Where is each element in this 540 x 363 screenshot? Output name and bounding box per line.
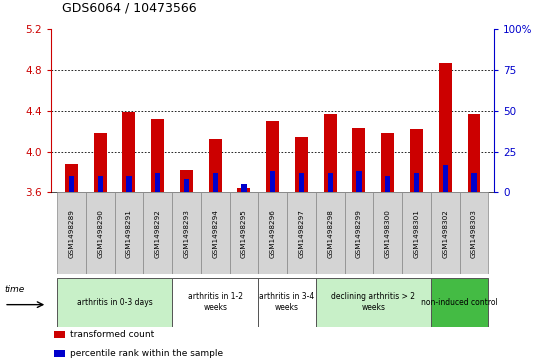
Bar — [258, 278, 316, 327]
Bar — [213, 173, 218, 192]
Text: GSM1498299: GSM1498299 — [356, 209, 362, 258]
Text: time: time — [4, 285, 24, 294]
Bar — [381, 133, 394, 192]
Text: GSM1498302: GSM1498302 — [442, 209, 448, 258]
Bar — [114, 192, 143, 274]
Bar — [172, 192, 201, 274]
Bar — [410, 129, 423, 192]
Text: GSM1498297: GSM1498297 — [299, 209, 305, 258]
Bar — [443, 165, 448, 192]
Text: percentile rank within the sample: percentile rank within the sample — [70, 349, 223, 358]
Text: GSM1498303: GSM1498303 — [471, 209, 477, 258]
Bar — [57, 278, 172, 327]
Bar — [328, 173, 333, 192]
Text: arthritis in 0-3 days: arthritis in 0-3 days — [77, 298, 152, 307]
Bar — [471, 173, 477, 192]
Text: GSM1498292: GSM1498292 — [154, 209, 161, 258]
Bar — [439, 63, 451, 192]
Text: GDS6064 / 10473566: GDS6064 / 10473566 — [62, 1, 197, 15]
Text: declining arthritis > 2
weeks: declining arthritis > 2 weeks — [332, 293, 415, 312]
Bar — [270, 171, 275, 192]
Bar — [209, 139, 221, 192]
Bar — [184, 179, 189, 192]
Bar — [356, 171, 362, 192]
Text: GSM1498289: GSM1498289 — [69, 209, 75, 258]
Bar — [94, 133, 106, 192]
Bar — [287, 192, 316, 274]
Text: non-induced control: non-induced control — [421, 298, 498, 307]
Bar — [126, 176, 132, 192]
Text: GSM1498294: GSM1498294 — [212, 209, 218, 258]
Bar — [431, 278, 488, 327]
Text: GSM1498291: GSM1498291 — [126, 209, 132, 258]
Bar — [468, 114, 481, 192]
Text: GSM1498293: GSM1498293 — [184, 209, 190, 258]
Bar — [295, 137, 308, 192]
Bar — [316, 192, 345, 274]
Bar — [151, 119, 164, 192]
Text: transformed count: transformed count — [70, 330, 154, 339]
Bar — [98, 176, 103, 192]
Text: GSM1498296: GSM1498296 — [269, 209, 276, 258]
Bar — [230, 192, 258, 274]
Text: GSM1498301: GSM1498301 — [414, 209, 420, 258]
Bar — [55, 350, 65, 357]
Bar — [241, 184, 247, 192]
Bar — [57, 192, 86, 274]
Bar — [460, 192, 488, 274]
Bar — [431, 192, 460, 274]
Bar — [172, 278, 258, 327]
Bar — [373, 192, 402, 274]
Bar — [324, 114, 336, 192]
Bar — [385, 176, 390, 192]
Bar — [155, 173, 160, 192]
Text: GSM1498295: GSM1498295 — [241, 209, 247, 258]
Text: arthritis in 3-4
weeks: arthritis in 3-4 weeks — [259, 293, 315, 312]
Bar — [402, 192, 431, 274]
Text: GSM1498290: GSM1498290 — [97, 209, 103, 258]
Bar — [201, 192, 230, 274]
Bar — [414, 173, 419, 192]
Bar — [345, 192, 373, 274]
Bar — [316, 278, 431, 327]
Bar — [299, 173, 304, 192]
Text: GSM1498300: GSM1498300 — [384, 209, 391, 258]
Bar — [123, 112, 136, 192]
Bar — [143, 192, 172, 274]
Bar — [86, 192, 114, 274]
Bar — [65, 164, 78, 192]
Bar — [353, 128, 366, 192]
Bar — [266, 121, 279, 192]
Bar — [180, 170, 193, 192]
Bar — [238, 188, 251, 192]
Text: GSM1498298: GSM1498298 — [327, 209, 333, 258]
Bar — [258, 192, 287, 274]
Text: arthritis in 1-2
weeks: arthritis in 1-2 weeks — [188, 293, 242, 312]
Bar — [69, 176, 74, 192]
Bar — [55, 331, 65, 338]
